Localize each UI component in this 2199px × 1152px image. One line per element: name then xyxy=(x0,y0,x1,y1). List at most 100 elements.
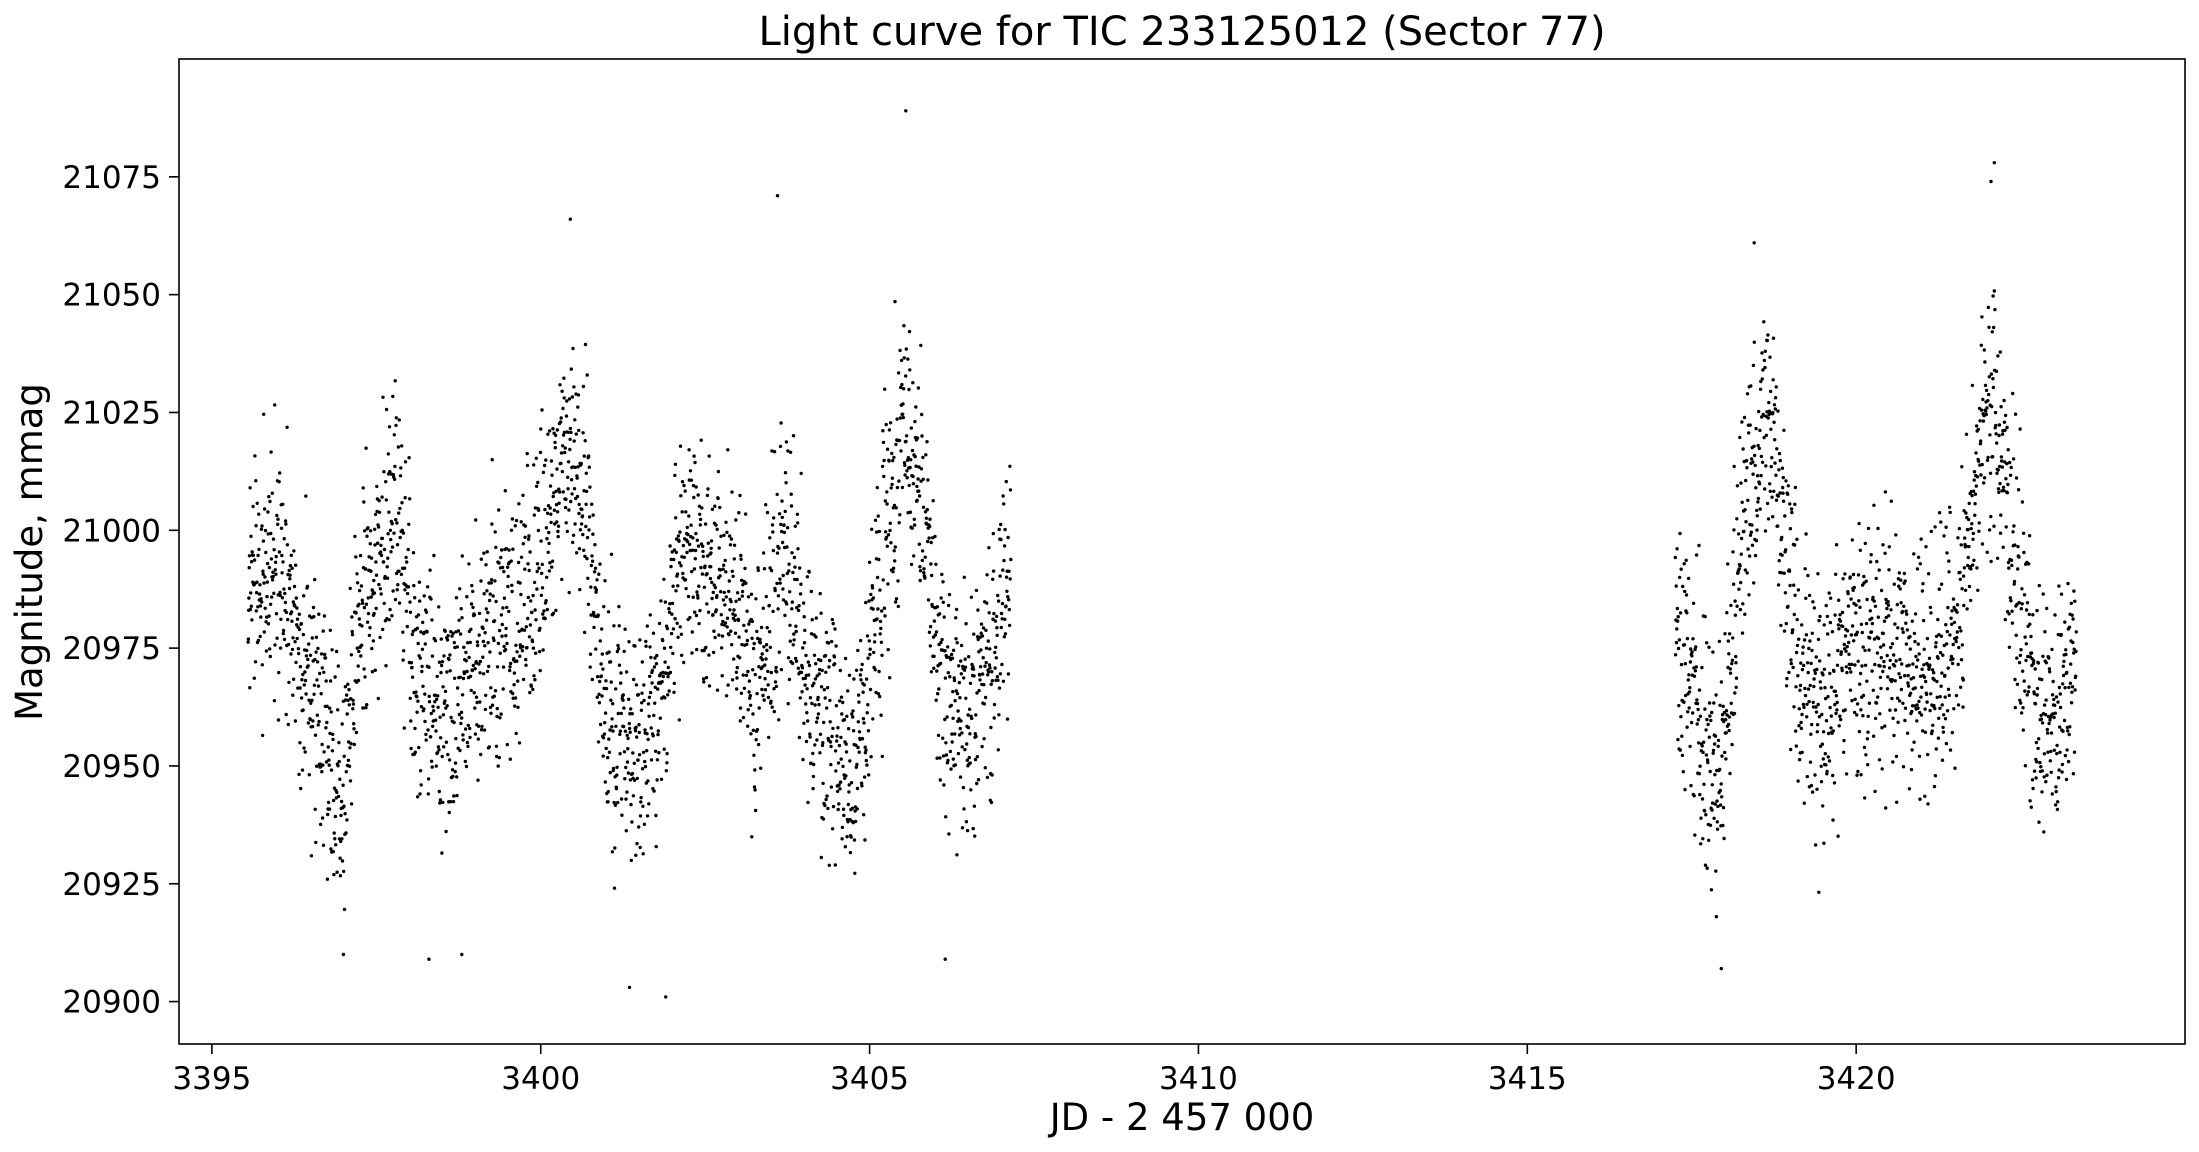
data-point xyxy=(974,734,978,739)
data-point xyxy=(297,772,301,777)
data-point xyxy=(1768,482,1772,486)
data-point xyxy=(920,558,924,563)
data-point xyxy=(1002,544,1007,548)
data-point xyxy=(307,698,311,702)
data-point xyxy=(335,790,339,795)
data-point xyxy=(1703,863,1708,867)
data-point xyxy=(460,554,464,558)
data-point xyxy=(598,679,602,684)
data-point xyxy=(1862,574,1866,579)
data-point xyxy=(295,606,299,610)
data-point xyxy=(258,583,262,587)
data-point xyxy=(1866,763,1870,767)
data-point xyxy=(448,669,452,673)
data-point xyxy=(594,588,599,592)
data-point xyxy=(742,686,747,690)
data-point xyxy=(1687,690,1692,694)
data-point xyxy=(265,580,269,584)
data-point xyxy=(579,461,583,466)
data-point xyxy=(866,703,870,707)
data-point xyxy=(1770,456,1774,460)
data-point xyxy=(409,661,414,665)
data-point xyxy=(1766,333,1770,337)
data-point xyxy=(906,456,911,460)
data-point xyxy=(380,536,385,541)
data-point xyxy=(964,820,969,824)
data-point xyxy=(314,650,318,654)
data-point xyxy=(886,647,890,652)
data-point xyxy=(972,804,977,808)
data-point xyxy=(873,633,877,637)
data-point xyxy=(1744,458,1749,463)
data-point xyxy=(362,500,366,504)
data-point xyxy=(842,718,847,722)
data-point xyxy=(444,829,448,834)
data-point xyxy=(532,674,536,678)
data-point xyxy=(590,554,594,558)
data-point xyxy=(363,529,367,533)
data-point xyxy=(476,778,480,782)
data-point xyxy=(518,581,522,585)
data-point xyxy=(763,663,767,667)
data-point xyxy=(2067,732,2071,737)
data-point xyxy=(284,712,288,717)
data-point xyxy=(781,587,785,591)
data-point xyxy=(397,569,401,573)
data-point xyxy=(571,533,576,537)
data-point xyxy=(1893,679,1897,683)
data-point xyxy=(331,798,336,803)
data-point xyxy=(419,630,423,634)
data-point xyxy=(806,660,810,664)
data-point xyxy=(1897,571,1902,575)
data-point xyxy=(656,732,660,737)
data-point xyxy=(926,478,930,482)
data-point xyxy=(806,719,810,723)
data-point xyxy=(488,650,492,654)
data-point xyxy=(1773,461,1777,465)
data-point xyxy=(883,387,887,391)
x-tick-label: 3400 xyxy=(501,1061,580,1097)
data-point xyxy=(1801,651,1805,655)
data-point xyxy=(871,717,875,721)
data-point xyxy=(2022,593,2027,597)
data-point xyxy=(2052,715,2056,720)
data-point xyxy=(609,552,614,556)
data-point xyxy=(962,807,966,811)
data-point xyxy=(439,663,444,668)
data-point xyxy=(878,619,883,624)
data-point xyxy=(393,464,397,469)
data-point xyxy=(1741,602,1745,606)
data-point xyxy=(1786,492,1790,496)
data-point xyxy=(918,569,923,573)
data-point xyxy=(944,815,948,819)
data-point xyxy=(1723,632,1727,636)
data-point xyxy=(899,358,904,363)
data-point xyxy=(798,566,802,570)
data-point xyxy=(1821,673,1825,677)
data-point xyxy=(1760,460,1765,464)
data-point xyxy=(1940,703,1944,707)
data-point xyxy=(992,702,997,707)
data-point xyxy=(1859,708,1863,712)
data-point xyxy=(517,629,521,633)
data-point xyxy=(551,611,556,615)
data-point xyxy=(701,554,705,559)
data-point xyxy=(731,574,735,578)
data-point xyxy=(302,594,306,598)
data-point xyxy=(2002,488,2006,493)
data-point xyxy=(1952,620,1957,625)
data-point xyxy=(809,589,813,594)
data-point xyxy=(289,610,294,614)
data-point xyxy=(765,648,769,652)
data-point xyxy=(1777,468,1781,472)
data-point xyxy=(855,807,859,811)
data-point xyxy=(952,678,957,683)
data-point xyxy=(833,863,837,867)
data-point xyxy=(272,548,276,552)
data-point xyxy=(1871,688,1876,692)
data-point xyxy=(623,729,628,733)
data-point xyxy=(1705,758,1710,762)
data-point xyxy=(779,421,783,425)
data-point xyxy=(1906,673,1910,678)
data-point xyxy=(429,597,433,601)
